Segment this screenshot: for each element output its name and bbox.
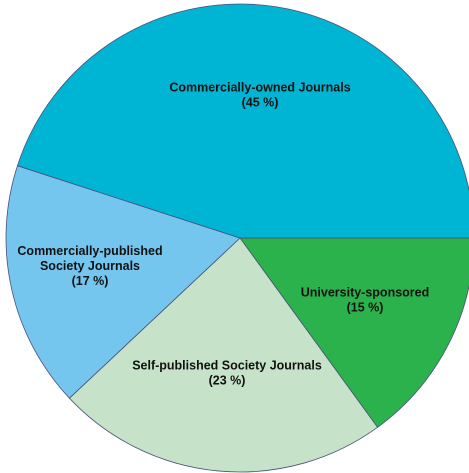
pie-slice-label-line: Commercially-owned Journals xyxy=(169,81,350,95)
pie-slice-label-line: University-sponsored xyxy=(301,286,430,300)
pie-labels: University-sponsored (15 %) Self-published… xyxy=(17,81,429,388)
pie-slice-label-line: (15 %) xyxy=(347,301,384,315)
pie-slice-0 xyxy=(239,237,469,428)
pie-slice-label-3: Commercially-owned Journals (45 %) xyxy=(169,81,350,110)
pie-slice-label-line: (17 %) xyxy=(72,274,109,288)
pie-slice-label-1: Self-published Society Journals (23 %) xyxy=(132,359,322,388)
pie-slice-label-line: Commercially-published xyxy=(17,244,162,258)
pie-slice-label-line: Society Journals xyxy=(40,259,140,273)
pie-slice-3 xyxy=(16,3,469,239)
pie-slice-label-line: (23 %) xyxy=(209,374,246,388)
pie-slice-label-line: Self-published Society Journals xyxy=(132,359,322,373)
pie-slice-label-0: University-sponsored (15 %) xyxy=(301,286,430,315)
pie-slices xyxy=(5,3,469,473)
pie-slice-label-2: Commercially-published Society Journals (1… xyxy=(17,244,162,288)
pie-slice-2 xyxy=(5,165,241,399)
pie-slice-label-line: (45 %) xyxy=(242,96,279,110)
pie-slice-1 xyxy=(68,237,379,473)
